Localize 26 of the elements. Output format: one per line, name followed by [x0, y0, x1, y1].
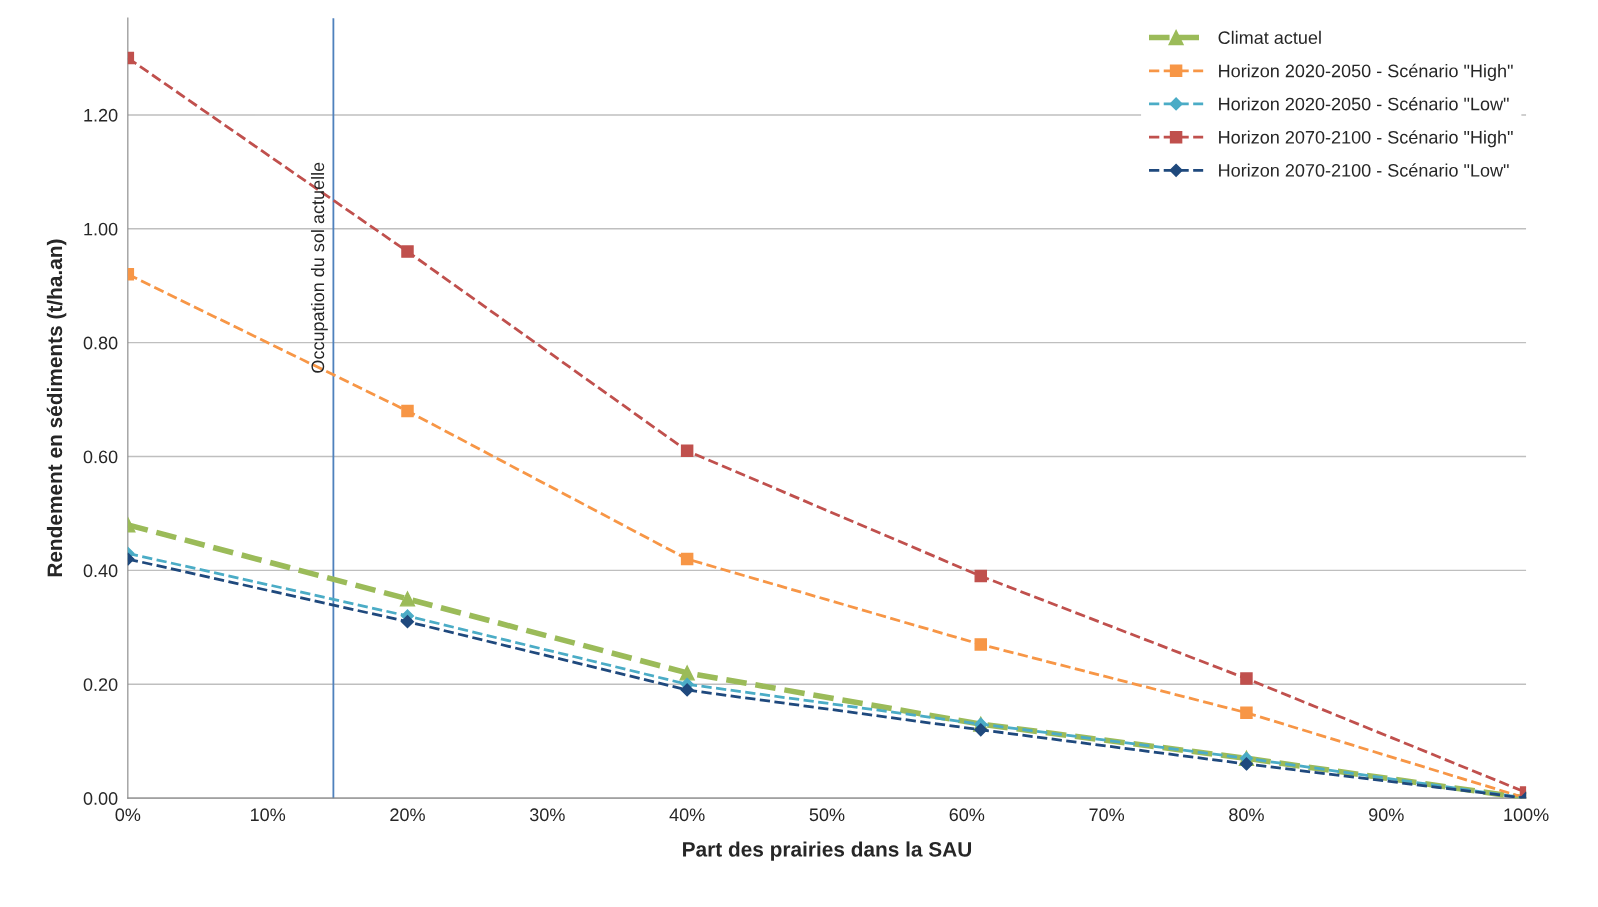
legend-label: Horizon 2070-2100 - Scénario "Low" — [1219, 163, 1509, 177]
x-tick-label: 20% — [390, 808, 425, 822]
y-tick-label: 1.00 — [84, 222, 118, 236]
x-tick-label: 40% — [669, 808, 705, 822]
legend-label: Horizon 2020-2050 - Scénario "Low" — [1219, 96, 1509, 111]
x-tick-label: 50% — [809, 808, 845, 822]
y-tick-label: 0.00 — [83, 792, 118, 805]
x-tick-label: 0% — [115, 808, 141, 822]
x-tick-label: 10% — [250, 808, 286, 822]
y-tick-label: 0.40 — [83, 564, 118, 578]
x-tick-label: 60% — [949, 808, 985, 822]
legend-label: Horizon 2070-2100 - Scénario "High" — [1219, 130, 1513, 148]
x-axis-title: Part des prairies dans la SAU — [683, 841, 972, 861]
y-tick-label: 1.20 — [84, 108, 118, 122]
x-tick-label: 70% — [1089, 808, 1125, 822]
y-tick-label: 0.80 — [83, 336, 118, 350]
legend-label: Horizon 2020-2050 - Scénario "High" — [1219, 63, 1513, 81]
x-tick-label: 100% — [1504, 808, 1549, 822]
x-tick-label: 30% — [529, 808, 565, 822]
y-tick-label: 0.20 — [83, 678, 118, 692]
y-tick-label: 0.60 — [83, 450, 118, 464]
x-tick-label: 80% — [1229, 808, 1264, 822]
legend-label: Climat actuel — [1218, 30, 1321, 45]
ref-line-label: Occupation du sol actuelle — [310, 162, 328, 373]
x-tick-label: 90% — [1369, 808, 1404, 822]
y-axis-title: Rendement en sédiments (t/ha.an) — [46, 239, 67, 577]
